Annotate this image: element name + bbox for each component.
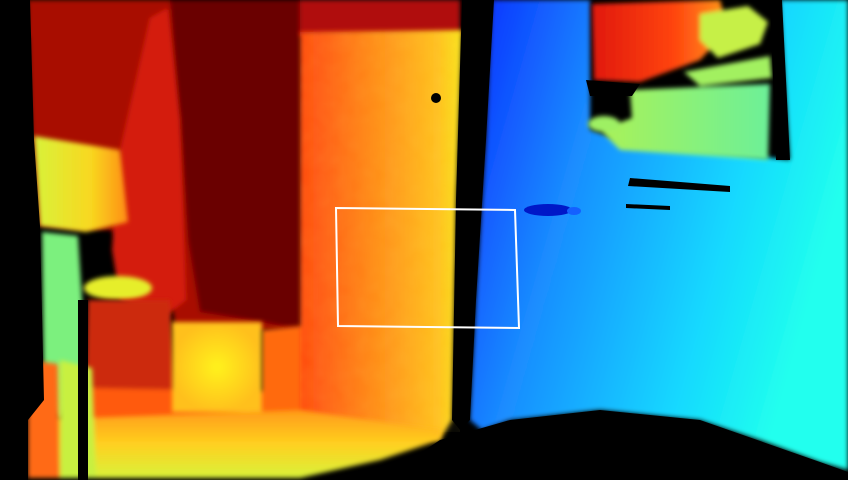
handle-blob-tip [567, 207, 581, 215]
overlay-rectangle [334, 206, 521, 330]
right-wall-region [470, 0, 848, 470]
floor-region [28, 322, 440, 478]
door-texture [300, 32, 460, 432]
shelf-objects-region [588, 0, 772, 160]
handle-blob [524, 204, 572, 216]
left-wall-region [28, 0, 460, 330]
